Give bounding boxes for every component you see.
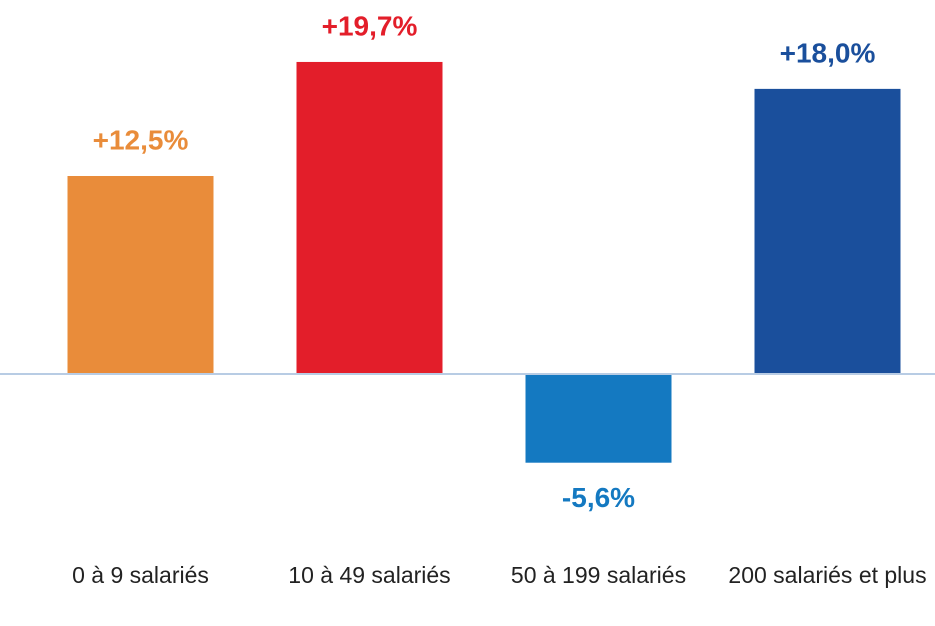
- bar: [67, 176, 214, 374]
- x-tick-label: 0 à 9 salariés: [72, 562, 209, 588]
- value-label: +19,7%: [322, 10, 418, 41]
- x-tick-label: 200 salariés et plus: [728, 562, 926, 588]
- x-tick-label: 10 à 49 salariés: [288, 562, 450, 588]
- x-tick-label: 50 à 199 salariés: [511, 562, 686, 588]
- value-label: +12,5%: [93, 124, 189, 155]
- bar: [525, 374, 672, 463]
- bar: [296, 61, 443, 375]
- value-label: +18,0%: [780, 37, 876, 68]
- bar: [754, 88, 901, 374]
- value-label: -5,6%: [562, 482, 635, 513]
